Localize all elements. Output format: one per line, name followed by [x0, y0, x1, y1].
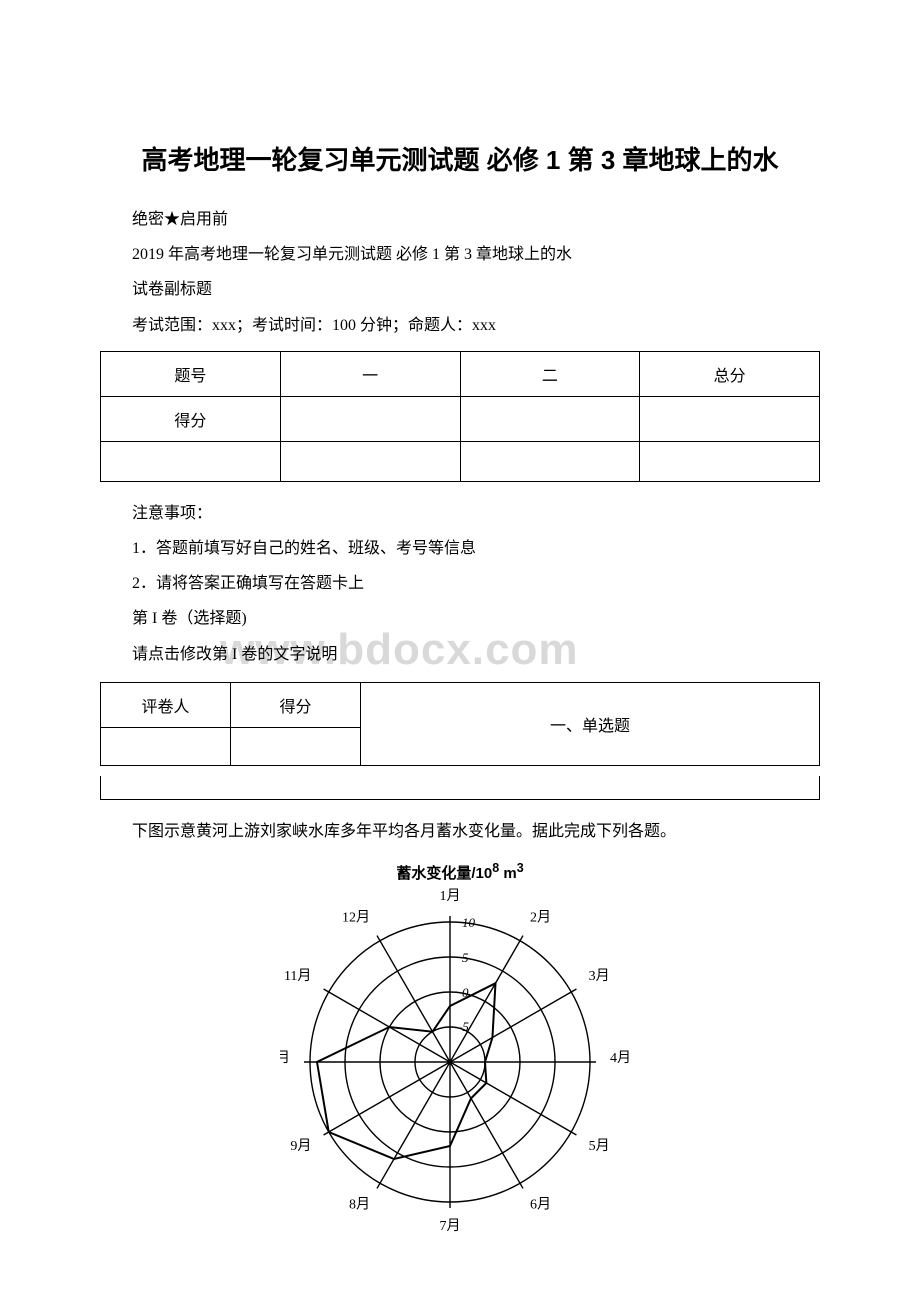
subtitle: 试卷副标题	[100, 272, 820, 307]
question-intro: 下图示意黄河上游刘家峡水库多年平均各月蓄水变化量。据此完成下列各题。	[100, 814, 820, 849]
score-table: 题号 一 二 总分 得分	[100, 351, 820, 482]
svg-text:1月: 1月	[440, 888, 461, 904]
chart-title: 蓄水变化量/108 m3	[100, 861, 820, 883]
svg-text:10: 10	[462, 915, 476, 930]
svg-text:2月: 2月	[530, 909, 551, 925]
secret-line: 绝密★启用前	[100, 202, 820, 237]
empty-cell	[280, 396, 460, 441]
empty-cell	[280, 441, 460, 481]
notice-header: 注意事项：	[100, 496, 820, 531]
svg-text:6月: 6月	[530, 1196, 551, 1212]
notice-2: 2．请将答案正确填写在答题卡上	[100, 566, 820, 601]
empty-cell	[460, 396, 640, 441]
grader-header: 评卷人	[101, 682, 231, 727]
header-cell: 总分	[640, 351, 820, 396]
grader-table: 评卷人 得分	[100, 682, 361, 766]
svg-text:5月: 5月	[589, 1138, 610, 1154]
svg-text:5: 5	[462, 950, 469, 965]
page-title: 高考地理一轮复习单元测试题 必修 1 第 3 章地球上的水	[100, 140, 820, 177]
svg-text:7月: 7月	[440, 1218, 461, 1234]
header-cell: 题号	[101, 351, 281, 396]
empty-cell	[101, 727, 231, 765]
header-cell: 一	[280, 351, 460, 396]
empty-row	[100, 776, 820, 800]
table-row	[101, 727, 361, 765]
svg-text:12月: 12月	[342, 909, 370, 925]
empty-cell	[460, 441, 640, 481]
table-row: 得分	[101, 396, 820, 441]
svg-text:8月: 8月	[349, 1196, 370, 1212]
volume-note: 请点击修改第 I 卷的文字说明	[100, 637, 820, 672]
radar-chart: 蓄水变化量/108 m3 1月 2月 3月 4月 5月 6月 7月 8月 9月 10月 11月 12月…	[100, 861, 820, 1242]
svg-text:9月: 9月	[290, 1138, 311, 1154]
grader-section: 评卷人 得分 一、单选题	[100, 682, 820, 800]
radar-svg: 1月2月3月4月5月6月7月8月9月10月11月12月-50510	[280, 887, 640, 1237]
svg-text:10月: 10月	[280, 1050, 290, 1066]
svg-text:11月: 11月	[284, 968, 311, 984]
row-label-cell: 得分	[101, 396, 281, 441]
empty-cell	[640, 396, 820, 441]
empty-cell	[640, 441, 820, 481]
notice-1: 1．答题前填写好自己的姓名、班级、考号等信息	[100, 531, 820, 566]
svg-text:4月: 4月	[610, 1050, 631, 1066]
section-title: 一、单选题	[361, 682, 820, 766]
table-row: 评卷人 得分	[101, 682, 361, 727]
empty-cell	[101, 441, 281, 481]
svg-text:-5: -5	[458, 1019, 469, 1034]
scope-line: 考试范围：xxx；考试时间：100 分钟；命题人：xxx	[100, 308, 820, 343]
table-row	[101, 441, 820, 481]
grader-header: 得分	[231, 682, 361, 727]
header-cell: 二	[460, 351, 640, 396]
svg-text:3月: 3月	[589, 968, 610, 984]
table-row: 题号 一 二 总分	[101, 351, 820, 396]
exam-name: 2019 年高考地理一轮复习单元测试题 必修 1 第 3 章地球上的水	[100, 237, 820, 272]
volume-header: 第 I 卷（选择题)	[100, 601, 820, 636]
empty-cell	[231, 727, 361, 765]
